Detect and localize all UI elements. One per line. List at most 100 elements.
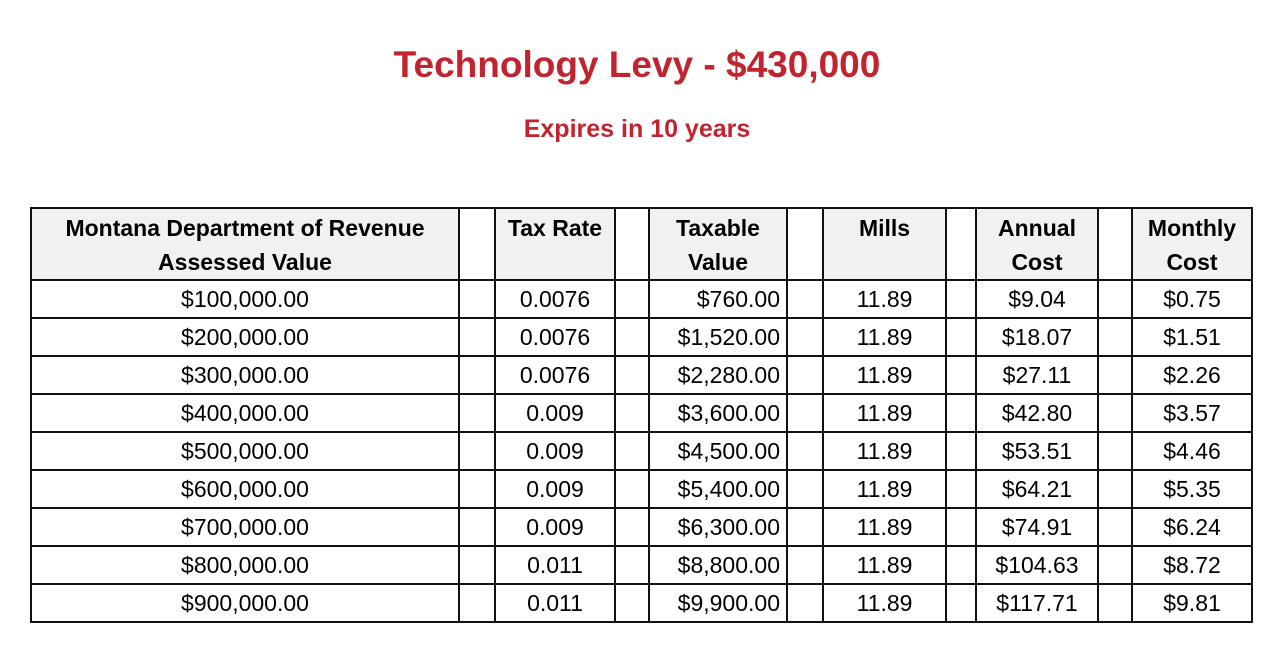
spacer-cell [945,279,977,319]
header-line: Montana Department of Revenue [65,215,425,241]
cell-tax-rate: 0.0076 [494,355,616,395]
spacer-cell [1097,507,1133,547]
header-assessed-value: Montana Department of Revenue Assessed Va… [30,207,460,281]
cell-mills: 11.89 [822,583,947,623]
cell-monthly-cost: $4.46 [1131,431,1253,471]
cell-taxable-value: $5,400.00 [648,469,788,509]
cell-monthly-cost: $8.72 [1131,545,1253,585]
spacer-cell [945,469,977,509]
spacer-cell [1097,317,1133,357]
spacer-cell [614,583,650,623]
spacer-cell [458,317,496,357]
spacer-cell [458,279,496,319]
table-row: $500,000.00 0.009 $4,500.00 11.89 $53.51 $4.4… [30,431,1253,471]
spacer-cell [945,317,977,357]
header-mills: Mills [822,207,947,281]
header-taxable-value: Taxable Value [648,207,788,281]
spacer-cell [614,355,650,395]
spacer-cell [1097,583,1133,623]
cell-assessed-value: $600,000.00 [30,469,460,509]
header-line: Taxable [676,215,760,241]
cell-mills: 11.89 [822,355,947,395]
header-line: Tax Rate [507,215,603,241]
spacer-cell [1097,279,1133,319]
cell-assessed-value: $200,000.00 [30,317,460,357]
cell-taxable-value: $1,520.00 [648,317,788,357]
spacer-cell [614,507,650,547]
cell-mills: 11.89 [822,279,947,319]
cell-monthly-cost: $3.57 [1131,393,1253,433]
cell-annual-cost: $18.07 [975,317,1099,357]
levy-cost-table: Montana Department of Revenue Assessed Va… [30,207,1253,623]
header-monthly-cost: Monthly Cost [1131,207,1253,281]
spacer-cell [786,279,824,319]
spacer-cell [1097,545,1133,585]
cell-assessed-value: $300,000.00 [30,355,460,395]
cell-assessed-value: $500,000.00 [30,431,460,471]
cell-taxable-value: $2,280.00 [648,355,788,395]
cell-tax-rate: 0.0076 [494,317,616,357]
spacer-cell [458,393,496,433]
cell-taxable-value: $8,800.00 [648,545,788,585]
cell-annual-cost: $42.80 [975,393,1099,433]
header-line: Cost [1166,249,1218,275]
header-line: Assessed Value [158,249,332,275]
cell-tax-rate: 0.011 [494,545,616,585]
header-line: Cost [1011,249,1063,275]
spacer-cell [786,431,824,471]
header-tax-rate: Tax Rate [494,207,616,281]
table-row: $300,000.00 0.0076 $2,280.00 11.89 $27.11 $2.… [30,355,1253,395]
cell-monthly-cost: $5.35 [1131,469,1253,509]
cell-assessed-value: $100,000.00 [30,279,460,319]
cell-assessed-value: $400,000.00 [30,393,460,433]
spacer-cell [1097,431,1133,471]
cell-monthly-cost: $6.24 [1131,507,1253,547]
spacer-cell [614,207,650,281]
cell-mills: 11.89 [822,469,947,509]
cell-taxable-value: $760.00 [648,279,788,319]
spacer-cell [786,207,824,281]
spacer-cell [786,317,824,357]
cell-annual-cost: $53.51 [975,431,1099,471]
table-row: $800,000.00 0.011 $8,800.00 11.89 $104.63 $8.… [30,545,1253,585]
table-row: $900,000.00 0.011 $9,900.00 11.89 $117.71 $9.… [30,583,1253,623]
cell-assessed-value: $800,000.00 [30,545,460,585]
cell-annual-cost: $117.71 [975,583,1099,623]
header-line: Monthly [1147,215,1237,241]
cell-tax-rate: 0.009 [494,469,616,509]
table-row: $400,000.00 0.009 $3,600.00 11.89 $42.80 $3.5… [30,393,1253,433]
spacer-cell [614,317,650,357]
spacer-cell [458,207,496,281]
header-annual-cost: Annual Cost [975,207,1099,281]
cell-assessed-value: $700,000.00 [30,507,460,547]
page-subtitle: Expires in 10 years [523,115,751,143]
spacer-cell [458,583,496,623]
spacer-cell [458,355,496,395]
spacer-cell [458,431,496,471]
cell-monthly-cost: $2.26 [1131,355,1253,395]
cell-mills: 11.89 [822,317,947,357]
spacer-cell [786,355,824,395]
header-line: Annual [998,215,1076,241]
cell-taxable-value: $9,900.00 [648,583,788,623]
spacer-cell [458,469,496,509]
table-row: $200,000.00 0.0076 $1,520.00 11.89 $18.07 $1.… [30,317,1253,357]
cell-assessed-value: $900,000.00 [30,583,460,623]
header-line: Value [687,249,749,275]
spacer-cell [458,507,496,547]
cell-taxable-value: $3,600.00 [648,393,788,433]
spacer-cell [614,545,650,585]
cell-mills: 11.89 [822,393,947,433]
spacer-cell [786,583,824,623]
cell-mills: 11.89 [822,545,947,585]
spacer-cell [945,431,977,471]
table-row: $700,000.00 0.009 $6,300.00 11.89 $74.91 $6.2… [30,507,1253,547]
cell-tax-rate: 0.009 [494,507,616,547]
cell-monthly-cost: $1.51 [1131,317,1253,357]
spacer-cell [614,431,650,471]
spacer-cell [945,507,977,547]
spacer-cell [786,507,824,547]
cell-monthly-cost: $9.81 [1131,583,1253,623]
cell-mills: 11.89 [822,431,947,471]
cell-tax-rate: 0.0076 [494,279,616,319]
